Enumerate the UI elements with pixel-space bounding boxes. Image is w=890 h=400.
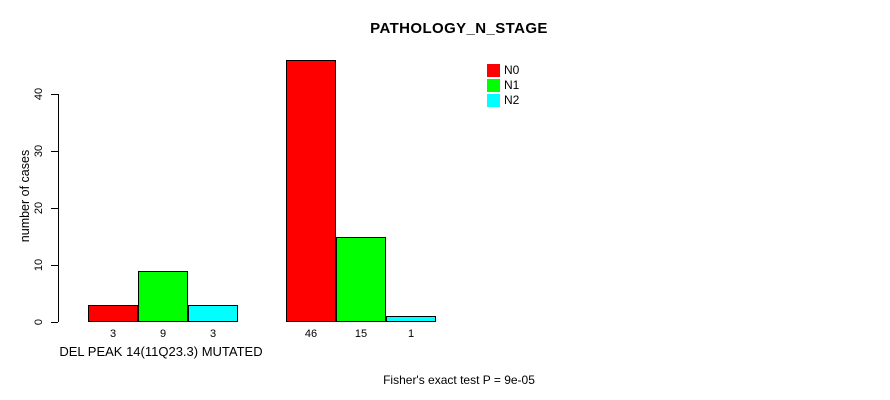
chart-title: PATHOLOGY_N_STAGE bbox=[370, 20, 548, 37]
y-axis-label: number of cases bbox=[18, 149, 32, 243]
bar-N2-group2 bbox=[386, 316, 436, 322]
bar-value-label: 1 bbox=[407, 328, 415, 340]
y-tick-label: 20 bbox=[33, 201, 45, 215]
legend: N0 N1 N2 bbox=[487, 63, 519, 108]
y-tick-label: 0 bbox=[33, 318, 45, 326]
bar-N1-group1 bbox=[138, 270, 188, 322]
y-tick-label: 10 bbox=[33, 258, 45, 272]
legend-swatch bbox=[487, 94, 500, 107]
y-tick-label: 30 bbox=[33, 144, 45, 158]
bar-N0-group2 bbox=[286, 59, 336, 322]
legend-label: N1 bbox=[504, 78, 520, 92]
y-tick-mark bbox=[51, 150, 58, 152]
bar-value-label: 15 bbox=[354, 328, 368, 340]
bar-N2-group1 bbox=[188, 304, 238, 322]
legend-item: N0 bbox=[487, 63, 519, 78]
legend-swatch bbox=[487, 79, 500, 92]
bar-N0-group1 bbox=[88, 304, 138, 322]
bar-N1-group2 bbox=[336, 236, 386, 322]
y-tick-mark bbox=[51, 93, 58, 95]
bar-value-label: 46 bbox=[304, 328, 318, 340]
x-category-label: DEL PEAK 14(11Q23.3) MUTATED bbox=[59, 344, 263, 359]
bar-value-label: 9 bbox=[159, 328, 167, 340]
legend-label: N2 bbox=[504, 93, 520, 107]
y-axis-line bbox=[58, 94, 59, 322]
y-tick-mark bbox=[51, 264, 58, 266]
statistical-test-annotation: Fisher's exact test P = 9e-05 bbox=[383, 373, 535, 387]
legend-item: N1 bbox=[487, 78, 519, 93]
legend-label: N0 bbox=[504, 63, 520, 77]
y-tick-mark bbox=[51, 207, 58, 209]
bar-value-label: 3 bbox=[109, 328, 117, 340]
legend-swatch bbox=[487, 64, 500, 77]
y-tick-mark bbox=[51, 321, 58, 323]
y-tick-label: 40 bbox=[33, 87, 45, 101]
bar-value-label: 3 bbox=[209, 328, 217, 340]
legend-item: N2 bbox=[487, 93, 519, 108]
